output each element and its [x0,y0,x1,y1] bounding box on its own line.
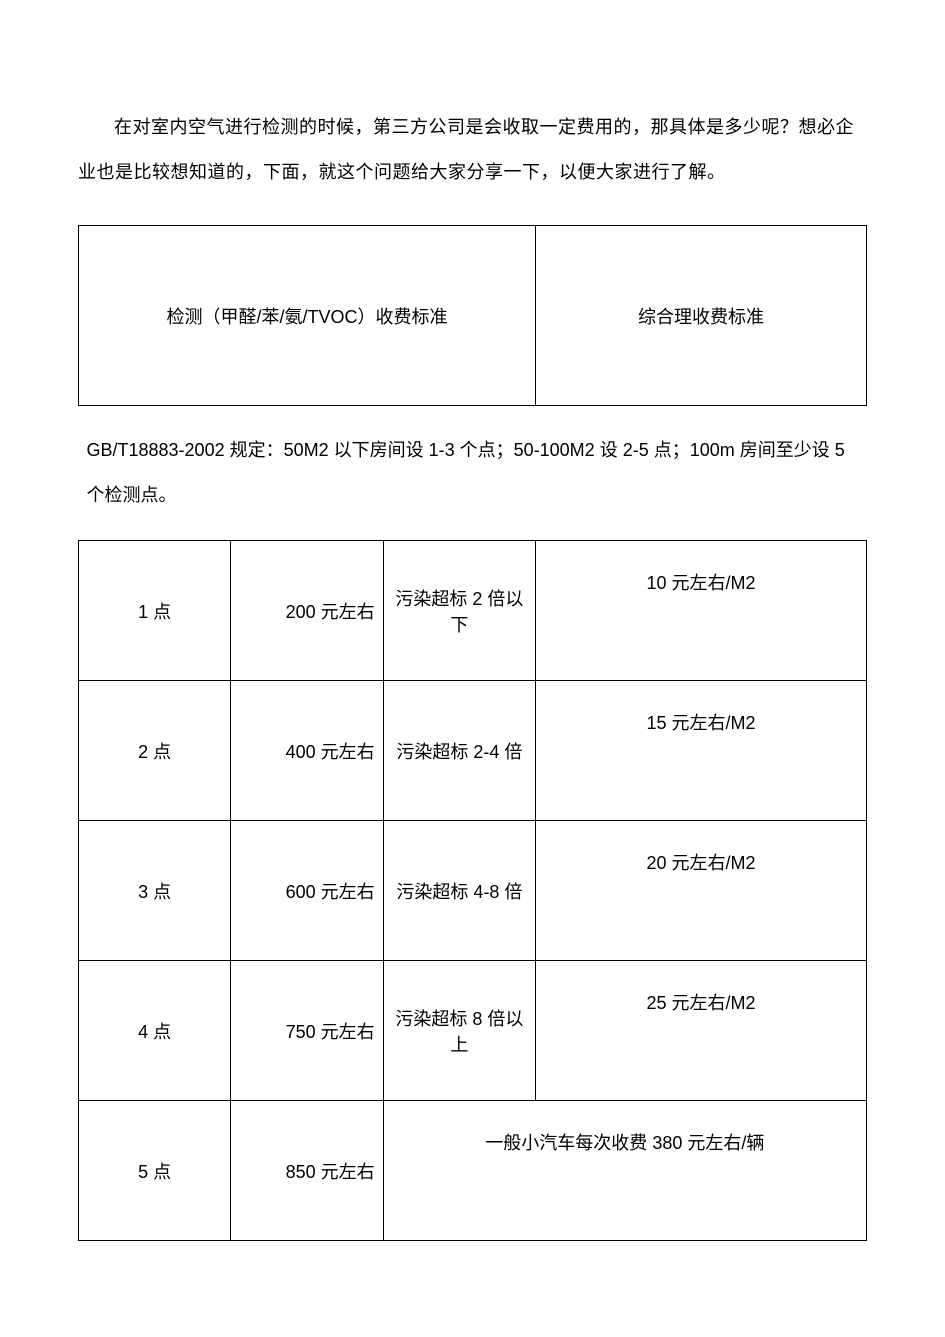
cell-rate: 25 元左右/M2 [536,961,867,1101]
cell-pollution: 污染超标 4-8 倍 [383,821,535,961]
cell-price: 200 元左右 [231,541,383,681]
cell-rate: 20 元左右/M2 [536,821,867,961]
regulation-row: GB/T18883-2002 规定：50M2 以下房间设 1-3 个点；50-1… [79,406,867,541]
cell-price: 400 元左右 [231,681,383,821]
table-row: 4 点 750 元左右 污染超标 8 倍以上 25 元左右/M2 [79,961,867,1101]
cell-points: 5 点 [79,1101,231,1241]
cell-car-fee: 一般小汽车每次收费 380 元左右/辆 [383,1101,866,1241]
table-row: 5 点 850 元左右 一般小汽车每次收费 380 元左右/辆 [79,1101,867,1241]
cell-pollution: 污染超标 2 倍以下 [383,541,535,681]
cell-points: 4 点 [79,961,231,1101]
pricing-table: 检测（甲醛/苯/氨/TVOC）收费标准 综合理收费标准 GB/T18883-20… [78,225,867,1241]
cell-rate: 10 元左右/M2 [536,541,867,681]
cell-rate: 15 元左右/M2 [536,681,867,821]
regulation-text: GB/T18883-2002 规定：50M2 以下房间设 1-3 个点；50-1… [79,406,867,541]
table-row: 3 点 600 元左右 污染超标 4-8 倍 20 元左右/M2 [79,821,867,961]
header-detection-standard: 检测（甲醛/苯/氨/TVOC）收费标准 [79,226,536,406]
table-header-row: 检测（甲醛/苯/氨/TVOC）收费标准 综合理收费标准 [79,226,867,406]
table-row: 1 点 200 元左右 污染超标 2 倍以下 10 元左右/M2 [79,541,867,681]
cell-pollution: 污染超标 2-4 倍 [383,681,535,821]
intro-paragraph: 在对室内空气进行检测的时候，第三方公司是会收取一定费用的，那具体是多少呢？想必企… [78,105,867,195]
table-row: 2 点 400 元左右 污染超标 2-4 倍 15 元左右/M2 [79,681,867,821]
header-comprehensive-standard: 综合理收费标准 [536,226,867,406]
cell-pollution: 污染超标 8 倍以上 [383,961,535,1101]
cell-points: 3 点 [79,821,231,961]
cell-price: 850 元左右 [231,1101,383,1241]
cell-price: 750 元左右 [231,961,383,1101]
cell-points: 2 点 [79,681,231,821]
cell-points: 1 点 [79,541,231,681]
cell-price: 600 元左右 [231,821,383,961]
